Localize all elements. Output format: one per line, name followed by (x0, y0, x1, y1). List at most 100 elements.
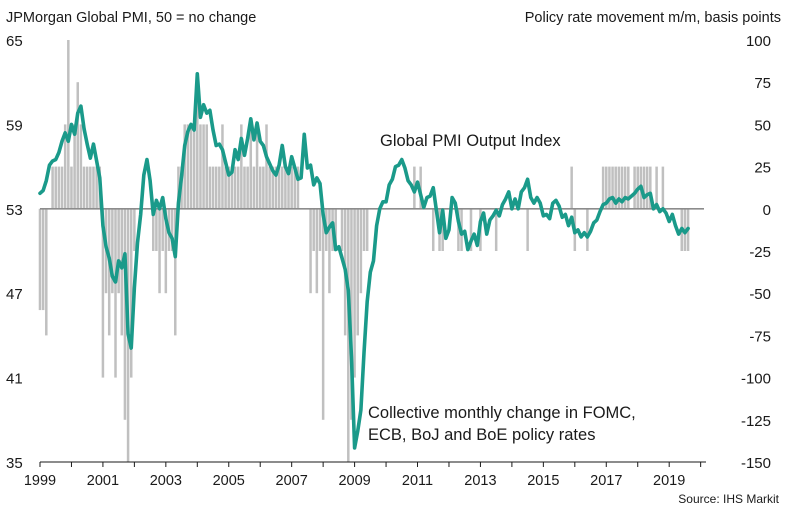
right-tick-label: 50 (754, 117, 771, 134)
policy-bar (262, 166, 265, 209)
left-tick-label: 59 (6, 117, 23, 134)
policy-bar (208, 166, 212, 209)
policy-bar (38, 208, 42, 311)
policy-bar (246, 166, 249, 209)
policy-bar (318, 208, 322, 251)
policy-bar (174, 208, 177, 336)
policy-bar (57, 166, 61, 209)
policy-bar (89, 166, 92, 209)
policy-bar (236, 166, 240, 209)
policy-bar (129, 208, 133, 378)
policy-bar (570, 166, 573, 209)
policy-bar (290, 166, 293, 209)
policy-bar (120, 208, 124, 336)
policy-bar (51, 166, 54, 209)
policy-bar (85, 166, 89, 209)
policy-bar (79, 124, 83, 209)
policy-bar (170, 208, 174, 251)
policy-bar (328, 208, 331, 294)
policy-bar (152, 208, 155, 251)
policy-bar (186, 124, 190, 209)
policy-bar (243, 166, 246, 209)
policy-bar (117, 208, 120, 294)
x-tick-label: 2013 (464, 473, 496, 489)
policy-bar (265, 124, 268, 209)
right-tick-label: 25 (754, 160, 771, 177)
policy-bar (258, 166, 262, 209)
policy-bar (211, 166, 215, 209)
left-tick-label: 41 (6, 371, 23, 388)
policy-bar (76, 82, 79, 209)
right-tick-label: -150 (741, 455, 771, 472)
policy-bar (608, 166, 611, 209)
policy-bar (284, 166, 287, 209)
policy-bar (192, 124, 196, 209)
right-tick-label: -25 (749, 244, 771, 261)
policy-bar (123, 208, 127, 420)
policy-bar (627, 166, 630, 209)
x-tick-label: 2005 (213, 473, 245, 489)
policy-bar (111, 208, 114, 294)
policy-bar (224, 166, 227, 209)
left-tick-label: 35 (6, 455, 23, 472)
policy-series-label-line2: ECB, BoJ and BoE policy rates (368, 426, 595, 444)
right-tick-label: -50 (749, 286, 771, 303)
policy-bar (82, 166, 86, 209)
x-tick-label: 2015 (527, 473, 559, 489)
x-tick-label: 1999 (24, 473, 56, 489)
right-axis-labels: 100 75 50 25 0 -25 -50 -75 -100 -125 -150 (741, 33, 771, 472)
policy-bar (611, 166, 614, 209)
policy-bar (271, 166, 275, 209)
x-tick-label: 2017 (590, 473, 622, 489)
pmi-series-label: Global PMI Output Index (380, 132, 561, 150)
policy-bar (321, 208, 325, 420)
x-axis-ticks (39, 462, 702, 467)
policy-bar (268, 166, 271, 209)
policy-bar (45, 208, 48, 336)
policy-bar (114, 208, 117, 378)
policy-bar (431, 208, 435, 251)
policy-bar (633, 166, 636, 209)
left-axis-labels: 65 59 53 47 41 35 (6, 33, 23, 472)
policy-bar (240, 124, 243, 209)
policy-bar (202, 124, 205, 209)
policy-bar (161, 208, 164, 251)
policy-bar (249, 124, 253, 209)
policy-bar (280, 166, 284, 209)
policy-bar (315, 208, 319, 294)
policy-bar (614, 166, 617, 209)
policy-series-label-line1: Collective monthly change in FOMC, (368, 404, 636, 422)
left-tick-label: 65 (6, 33, 23, 50)
policy-bar (95, 166, 98, 209)
x-tick-label: 2003 (150, 473, 182, 489)
policy-bar (645, 166, 649, 209)
policy-bars (38, 40, 690, 462)
pmi-line (38, 71, 690, 450)
x-tick-label: 2019 (653, 473, 685, 489)
policy-bar (155, 208, 158, 251)
policy-bar (92, 166, 95, 209)
policy-bar (642, 166, 646, 209)
policy-bar (469, 208, 473, 251)
policy-bar (274, 166, 278, 209)
policy-bar (196, 82, 199, 209)
policy-bar (133, 208, 136, 251)
source-note: Source: IHS Markit (678, 492, 779, 506)
policy-bar (586, 208, 589, 251)
policy-bar (41, 208, 45, 311)
policy-bar (199, 124, 202, 209)
policy-bar (347, 208, 350, 462)
policy-bar (227, 166, 231, 209)
policy-bar (457, 208, 460, 251)
policy-bar (362, 208, 366, 251)
policy-bar (617, 166, 621, 209)
policy-bar (649, 166, 652, 209)
right-tick-label: -100 (741, 371, 771, 388)
policy-bar (221, 124, 224, 209)
policy-bar (334, 208, 337, 251)
policy-bar (252, 166, 256, 209)
right-tick-label: -75 (749, 328, 771, 345)
policy-bar (214, 166, 218, 209)
policy-bar (107, 208, 111, 336)
